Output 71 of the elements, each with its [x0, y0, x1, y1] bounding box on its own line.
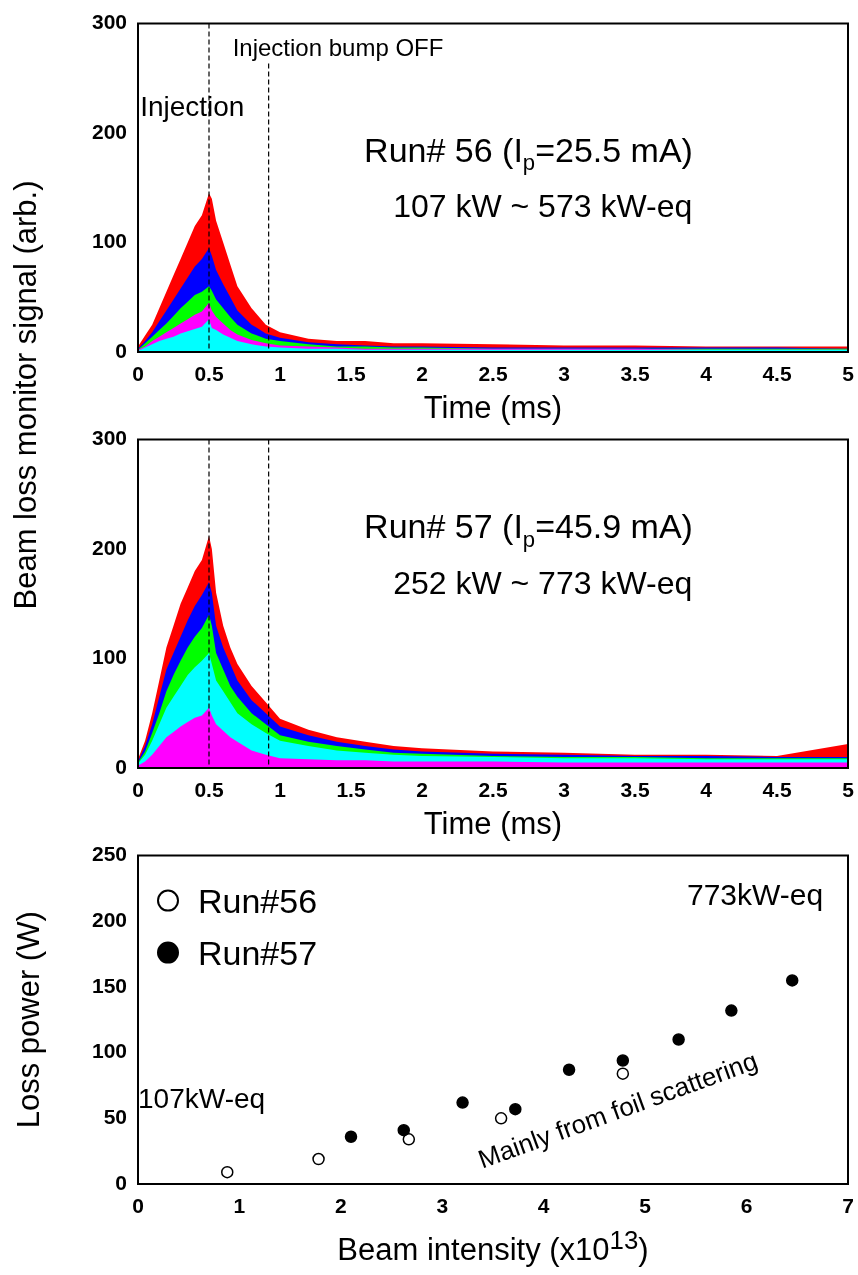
y-tick-label: 0 — [115, 1170, 127, 1194]
x-tick-label: 0.5 — [194, 362, 224, 386]
x-tick-label: 2.5 — [478, 778, 508, 802]
y-tick-label: 0 — [115, 338, 127, 362]
ref-line-label: Injection bump OFF — [232, 33, 444, 61]
x-axis-title: Time (ms) — [422, 805, 564, 843]
annotation: 107kW-eq — [138, 1083, 266, 1115]
x-tick-label: 2.5 — [478, 362, 508, 386]
x-tick-label: 3 — [436, 1194, 449, 1218]
x-tick-label: 5 — [842, 778, 855, 802]
x-tick-label: 5 — [842, 362, 855, 386]
point — [397, 1123, 410, 1137]
x-tick-label: 0 — [132, 778, 144, 802]
x-tick-label: 0 — [132, 1194, 144, 1218]
legend-label: Run#57 — [198, 933, 318, 972]
x-tick-label: 0 — [132, 362, 144, 386]
x-axis-title: Time (ms) — [422, 389, 564, 427]
y-tick-label: 100 — [91, 229, 127, 253]
annotation: 773kW-eq — [686, 877, 824, 911]
x-tick-label: 4 — [700, 362, 713, 386]
x-tick-label: 0.5 — [194, 778, 224, 802]
x-tick-label: 3.5 — [620, 778, 650, 802]
x-tick-label: 5 — [639, 1194, 652, 1218]
point — [221, 1165, 234, 1179]
y-tick-label: 200 — [91, 119, 127, 143]
y-tick-label: 150 — [91, 973, 127, 997]
x-tick-label: 7 — [842, 1194, 854, 1218]
x-tick-label: 1.5 — [336, 362, 366, 386]
annotation: 252 kW ~ 773 kW-eq — [393, 564, 693, 601]
y-tick-label: 250 — [91, 842, 127, 866]
annotation: Injection — [140, 90, 245, 122]
point — [725, 1004, 738, 1017]
y-axis-title: Beam loss monitor signal (arb.) — [8, 180, 44, 610]
point — [616, 1067, 630, 1080]
y-tick-label: 200 — [91, 908, 127, 932]
x-tick-label: 1.5 — [336, 778, 366, 802]
point — [402, 1133, 416, 1146]
x-tick-label: 3 — [558, 778, 570, 802]
x-tick-label: 2 — [416, 778, 428, 802]
y-tick-label: 100 — [91, 1039, 127, 1063]
x-tick-label: 3.5 — [620, 362, 650, 386]
x-tick-label: 3 — [558, 362, 570, 386]
x-tick-label: 2 — [416, 362, 428, 386]
y-tick-label: 100 — [91, 645, 127, 669]
x-tick-label: 6 — [740, 1194, 753, 1218]
point — [672, 1033, 685, 1046]
point — [785, 974, 799, 987]
x-axis-title: Beam intensity (x10$^{13}$) — [336, 1225, 650, 1270]
annotation: 107 kW ~ 573 kW-eq — [393, 188, 693, 225]
legend-label: Run#56 — [198, 881, 318, 920]
point — [509, 1102, 522, 1116]
point — [344, 1130, 358, 1143]
x-tick-label: 4.5 — [762, 362, 792, 386]
x-tick-label: 1 — [274, 778, 287, 802]
point — [562, 1063, 576, 1076]
y-tick-label: 0 — [115, 754, 127, 778]
point — [616, 1054, 630, 1067]
x-tick-label: 4.5 — [762, 778, 792, 802]
y-tick-label: 200 — [91, 535, 127, 559]
x-tick-label: 1 — [274, 362, 287, 386]
y-tick-label: 300 — [91, 10, 127, 34]
x-tick-label: 4 — [700, 778, 713, 802]
x-tick-label: 4 — [537, 1194, 550, 1218]
x-tick-label: 2 — [335, 1194, 347, 1218]
y-tick-label: 50 — [103, 1105, 127, 1129]
point — [312, 1152, 325, 1166]
y-tick-label: 300 — [91, 426, 127, 450]
point — [494, 1112, 508, 1125]
y-axis-title: Loss power (W) — [11, 911, 47, 1129]
point — [456, 1096, 469, 1109]
x-tick-label: 1 — [233, 1194, 246, 1218]
